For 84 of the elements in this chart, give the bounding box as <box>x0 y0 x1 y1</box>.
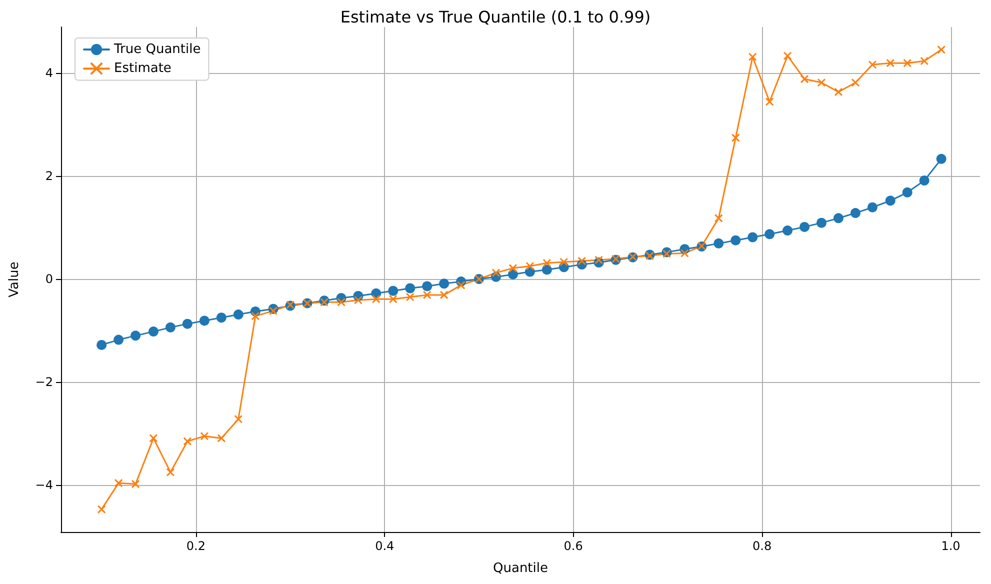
legend-label: Estimate <box>114 61 172 76</box>
point <box>97 505 106 514</box>
point <box>800 222 810 232</box>
point <box>748 52 757 62</box>
point <box>526 262 534 270</box>
point <box>216 312 226 323</box>
point <box>492 268 500 278</box>
point <box>937 45 946 54</box>
point <box>851 78 860 87</box>
point <box>919 176 930 186</box>
point <box>730 235 741 246</box>
y-tick-label: −2 <box>35 375 53 390</box>
point <box>850 208 860 218</box>
point <box>456 280 466 290</box>
x-tick-label: 0.2 <box>186 539 206 553</box>
point <box>508 264 518 272</box>
point <box>903 58 912 68</box>
x-axis-title: Quantile <box>493 561 548 576</box>
legend-label: True Quantile <box>113 42 201 57</box>
point <box>149 434 158 442</box>
point <box>765 97 774 106</box>
point <box>764 229 775 240</box>
point <box>542 258 552 268</box>
x-tick-label: 1.0 <box>941 539 960 553</box>
point <box>354 296 362 304</box>
point <box>182 318 192 329</box>
point <box>422 281 432 292</box>
point <box>834 88 843 96</box>
y-axis-title: Value <box>7 262 22 298</box>
point <box>782 226 793 236</box>
y-tick-label: −4 <box>35 478 53 492</box>
point <box>96 340 107 350</box>
point <box>251 312 260 320</box>
point <box>714 238 724 248</box>
point <box>166 468 175 476</box>
point <box>148 326 158 337</box>
point <box>234 414 243 424</box>
y-tick-label: 2 <box>45 168 53 183</box>
y-tick-label: 0 <box>45 272 53 286</box>
point <box>388 294 398 304</box>
point <box>440 290 448 300</box>
point <box>183 437 192 446</box>
point <box>422 290 432 300</box>
chart-title: Estimate vs True Quantile (0.1 to 0.99) <box>340 8 651 26</box>
point <box>199 316 210 326</box>
point <box>269 306 278 316</box>
x-tick-label: 0.4 <box>375 539 394 553</box>
point <box>165 322 176 332</box>
point <box>868 60 877 69</box>
y-tick-label: 4 <box>45 66 53 80</box>
point <box>114 478 123 488</box>
point <box>542 264 552 275</box>
point <box>867 202 878 212</box>
point <box>131 480 140 488</box>
point <box>885 196 896 206</box>
point <box>114 334 124 345</box>
point <box>200 432 209 440</box>
point <box>388 286 398 296</box>
point <box>406 292 414 302</box>
point <box>372 294 380 304</box>
point <box>217 434 226 442</box>
point <box>714 214 723 222</box>
point <box>816 218 826 228</box>
point <box>336 298 346 306</box>
x-tick-label: 0.6 <box>564 539 583 553</box>
point <box>233 310 244 320</box>
point <box>748 232 758 242</box>
point <box>833 213 844 224</box>
point <box>130 330 141 341</box>
point <box>817 78 826 87</box>
point <box>560 258 568 266</box>
point <box>800 74 809 84</box>
point <box>902 187 912 198</box>
point <box>439 278 450 289</box>
point <box>886 58 895 68</box>
x-tick-label: 0.8 <box>752 539 772 553</box>
point <box>578 256 586 266</box>
point <box>594 256 604 264</box>
point <box>783 52 792 60</box>
point <box>405 283 416 294</box>
point <box>936 154 946 164</box>
point <box>731 134 740 142</box>
point <box>680 248 689 258</box>
point <box>920 56 929 66</box>
